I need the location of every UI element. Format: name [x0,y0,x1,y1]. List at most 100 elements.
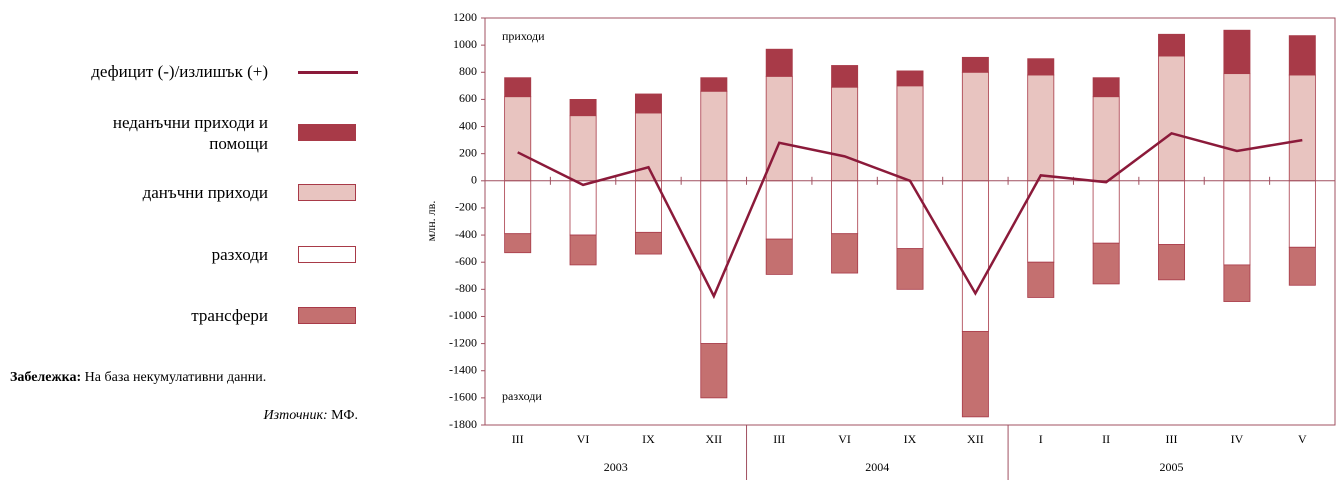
annotation: разходи [502,389,542,403]
y-tick-label: 1200 [453,10,477,24]
bar [1027,74,1055,182]
bar [700,90,728,182]
x-tick-label: VI [577,432,590,446]
source: Източник: МФ. [264,408,358,424]
bar [831,180,859,235]
bar [504,233,532,254]
legend-swatch [298,184,356,201]
x-tick-label: IX [642,432,655,446]
y-tick-label: -600 [455,254,477,268]
bar [634,180,662,233]
legend-swatch [298,307,356,324]
bar [569,99,597,117]
bar [1092,77,1120,98]
x-tick-label: VI [838,432,851,446]
bar [504,96,532,182]
legend-swatch [298,246,356,263]
x-tick-label: XII [967,432,984,446]
y-tick-label: -1200 [449,335,477,349]
y-tick-label: -1000 [449,308,477,322]
bar [504,180,532,235]
x-tick-label: III [1166,432,1178,446]
bar [961,330,989,418]
bar [765,48,793,77]
bar [831,65,859,88]
bar [765,238,793,275]
bar [1027,261,1055,298]
bar [504,77,532,98]
bar [1288,35,1316,76]
bar [1027,58,1055,76]
legend-swatch [298,124,356,141]
y-tick-label: 200 [459,145,477,159]
bar [1223,73,1251,182]
legend-label: дефицит (-)/излишък (+) [91,62,268,81]
year-label: 2003 [604,460,628,474]
plot-border [484,17,1336,426]
bar [1158,33,1186,57]
bar [831,86,859,182]
note-text: На база некумулативни данни. [84,370,267,385]
y-tick-label: 400 [459,118,477,132]
source-text: МФ. [331,408,358,423]
source-label: Източник: [263,408,328,423]
bar [1092,96,1120,182]
bar [1158,244,1186,281]
bar [1158,55,1186,182]
bar [896,248,924,290]
bar [1158,180,1186,245]
line [517,131,1303,300]
note: Забележка: На база некумулативни данни. [10,370,266,386]
x-tick-label: I [1039,432,1043,446]
bar [700,343,728,399]
bar [569,234,597,266]
bar [765,180,793,240]
y-tick-label: -1600 [449,390,477,404]
year-label: 2005 [1160,460,1184,474]
y-tick-label: 1000 [453,37,477,51]
y-tick-label: -200 [455,200,477,214]
bar [896,70,924,87]
legend-label: данъчни приходи [142,183,268,202]
legend-label: неданъчни приходи и помощи [112,113,268,153]
bar [896,180,924,250]
note-label: Забележка: [10,370,82,385]
x-tick-label: II [1102,432,1110,446]
bar [1092,180,1120,244]
x-tick-label: V [1298,432,1307,446]
bar [896,85,924,182]
bar [961,71,989,182]
bar [1288,180,1316,248]
bar [634,231,662,255]
y-tick-label: -800 [455,281,477,295]
bar [1223,180,1251,266]
y-tick-label: -400 [455,227,477,241]
legend-swatch [298,71,358,74]
bar [1223,264,1251,302]
bar [1223,29,1251,75]
x-tick-label: III [512,432,524,446]
bar [700,180,728,345]
y-tick-label: -1400 [449,362,477,376]
x-tick-label: IV [1231,432,1244,446]
bar [569,180,597,236]
y-tick-label: -1800 [449,417,477,431]
bar [961,56,989,73]
bar [1288,246,1316,286]
legend-label: трансфери [191,306,268,325]
annotation: приходи [502,29,545,43]
x-tick-label: IX [904,432,917,446]
bar [634,93,662,114]
bar [569,115,597,182]
legend-label: разходи [211,245,268,264]
x-tick-label: III [773,432,785,446]
year-label: 2004 [865,460,889,474]
x-tick-label: XII [706,432,723,446]
bar [1288,74,1316,182]
bar [1092,242,1120,285]
bar [961,180,989,332]
y-tick-label: 800 [459,64,477,78]
y-tick-label: 600 [459,91,477,105]
